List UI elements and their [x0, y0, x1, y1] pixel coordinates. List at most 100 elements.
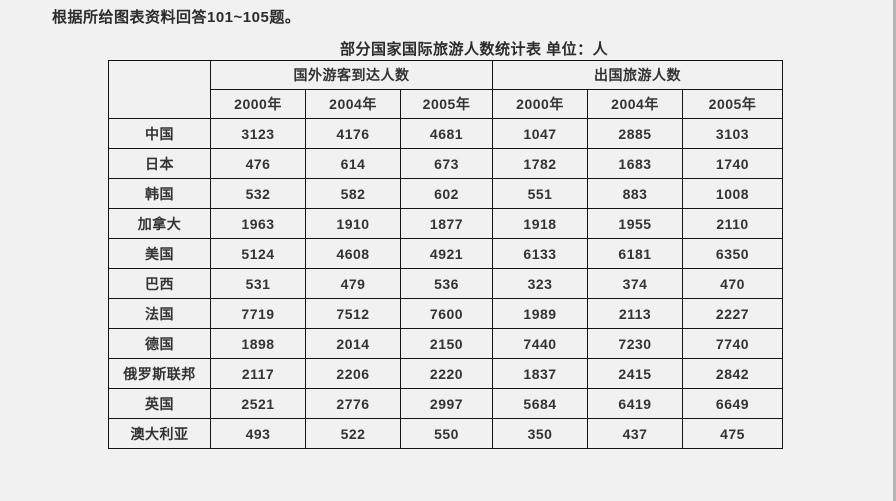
value-cell: 479 — [305, 268, 401, 299]
value-cell: 1918 — [492, 208, 588, 239]
value-cell: 602 — [400, 178, 493, 209]
country-cell: 澳大利亚 — [108, 418, 211, 449]
value-cell: 536 — [400, 268, 493, 299]
value-cell: 5684 — [492, 388, 588, 419]
question-instruction: 根据所给图表资料回答101~105题。 — [52, 9, 301, 26]
value-cell: 2842 — [682, 358, 783, 389]
value-cell: 3123 — [210, 118, 306, 149]
value-cell: 6133 — [492, 238, 588, 269]
value-cell: 7719 — [210, 298, 306, 329]
table-row: 美国 5124 4608 4921 6133 6181 6350 — [108, 238, 783, 269]
window-right-edge-line — [893, 0, 896, 501]
value-cell: 1989 — [492, 298, 588, 329]
value-cell: 4608 — [305, 238, 401, 269]
table-row: 德国 1898 2014 2150 7440 7230 7740 — [108, 328, 783, 359]
value-cell: 475 — [682, 418, 783, 449]
table-row: 加拿大 1963 1910 1877 1918 1955 2110 — [108, 208, 783, 239]
table-row: 俄罗斯联邦 2117 2206 2220 1837 2415 2842 — [108, 358, 783, 389]
value-cell: 2521 — [210, 388, 306, 419]
country-cell: 韩国 — [108, 178, 211, 209]
value-cell: 476 — [210, 148, 306, 179]
value-cell: 531 — [210, 268, 306, 299]
value-cell: 2110 — [682, 208, 783, 239]
table-row: 日本 476 614 673 1782 1683 1740 — [108, 148, 783, 179]
value-cell: 883 — [587, 178, 683, 209]
year-header: 2005年 — [400, 89, 493, 119]
value-cell: 1955 — [587, 208, 683, 239]
country-cell: 美国 — [108, 238, 211, 269]
value-cell: 6181 — [587, 238, 683, 269]
value-cell: 6649 — [682, 388, 783, 419]
value-cell: 532 — [210, 178, 306, 209]
value-cell: 2206 — [305, 358, 401, 389]
value-cell: 1898 — [210, 328, 306, 359]
value-cell: 6419 — [587, 388, 683, 419]
country-cell: 英国 — [108, 388, 211, 419]
value-cell: 522 — [305, 418, 401, 449]
table-row: 巴西 531 479 536 323 374 470 — [108, 268, 783, 299]
value-cell: 614 — [305, 148, 401, 179]
value-cell: 4681 — [400, 118, 493, 149]
value-cell: 374 — [587, 268, 683, 299]
value-cell: 6350 — [682, 238, 783, 269]
value-cell: 2150 — [400, 328, 493, 359]
value-cell: 2014 — [305, 328, 401, 359]
value-cell: 7440 — [492, 328, 588, 359]
country-cell: 中国 — [108, 118, 211, 149]
value-cell: 550 — [400, 418, 493, 449]
country-cell: 日本 — [108, 148, 211, 179]
group-header-arrivals: 国外游客到达人数 — [210, 60, 493, 90]
value-cell: 1683 — [587, 148, 683, 179]
value-cell: 2776 — [305, 388, 401, 419]
value-cell: 2113 — [587, 298, 683, 329]
table-row: 韩国 532 582 602 551 883 1008 — [108, 178, 783, 209]
value-cell: 1910 — [305, 208, 401, 239]
value-cell: 7230 — [587, 328, 683, 359]
country-cell: 巴西 — [108, 268, 211, 299]
value-cell: 2415 — [587, 358, 683, 389]
value-cell: 1963 — [210, 208, 306, 239]
value-cell: 551 — [492, 178, 588, 209]
table-row: 法国 7719 7512 7600 1989 2113 2227 — [108, 298, 783, 329]
table-header-group-row: 国外游客到达人数 出国旅游人数 — [108, 60, 783, 119]
table-caption: 部分国家国际旅游人数统计表 单位：人 — [340, 41, 609, 58]
value-cell: 1837 — [492, 358, 588, 389]
value-cell: 1877 — [400, 208, 493, 239]
country-cell: 德国 — [108, 328, 211, 359]
value-cell: 4921 — [400, 238, 493, 269]
year-header: 2004年 — [587, 89, 683, 119]
year-header: 2004年 — [305, 89, 401, 119]
value-cell: 3103 — [682, 118, 783, 149]
value-cell: 1782 — [492, 148, 588, 179]
group-header-outbound: 出国旅游人数 — [492, 60, 783, 90]
corner-cell — [108, 60, 211, 119]
value-cell: 493 — [210, 418, 306, 449]
table-header-year-row: 2000年 2004年 2005年 2000年 2004年 2005年 — [109, 89, 783, 119]
value-cell: 5124 — [210, 238, 306, 269]
table-row: 英国 2521 2776 2997 5684 6419 6649 — [108, 388, 783, 419]
value-cell: 673 — [400, 148, 493, 179]
value-cell: 7600 — [400, 298, 493, 329]
value-cell: 2885 — [587, 118, 683, 149]
value-cell: 1740 — [682, 148, 783, 179]
value-cell: 7512 — [305, 298, 401, 329]
value-cell: 4176 — [305, 118, 401, 149]
tourism-statistics-table: 国外游客到达人数 出国旅游人数 2000年 2004年 2005年 2000年 … — [108, 60, 783, 449]
table-row: 澳大利亚 493 522 550 350 437 475 — [108, 418, 783, 449]
year-header: 2000年 — [492, 89, 588, 119]
value-cell: 2220 — [400, 358, 493, 389]
value-cell: 2997 — [400, 388, 493, 419]
table-row: 中国 3123 4176 4681 1047 2885 3103 — [108, 118, 783, 149]
value-cell: 2117 — [210, 358, 306, 389]
country-cell: 法国 — [108, 298, 211, 329]
value-cell: 1047 — [492, 118, 588, 149]
value-cell: 437 — [587, 418, 683, 449]
value-cell: 323 — [492, 268, 588, 299]
value-cell: 1008 — [682, 178, 783, 209]
value-cell: 350 — [492, 418, 588, 449]
country-cell: 俄罗斯联邦 — [108, 358, 211, 389]
year-header: 2000年 — [210, 89, 306, 119]
country-cell: 加拿大 — [108, 208, 211, 239]
year-header: 2005年 — [682, 89, 783, 119]
